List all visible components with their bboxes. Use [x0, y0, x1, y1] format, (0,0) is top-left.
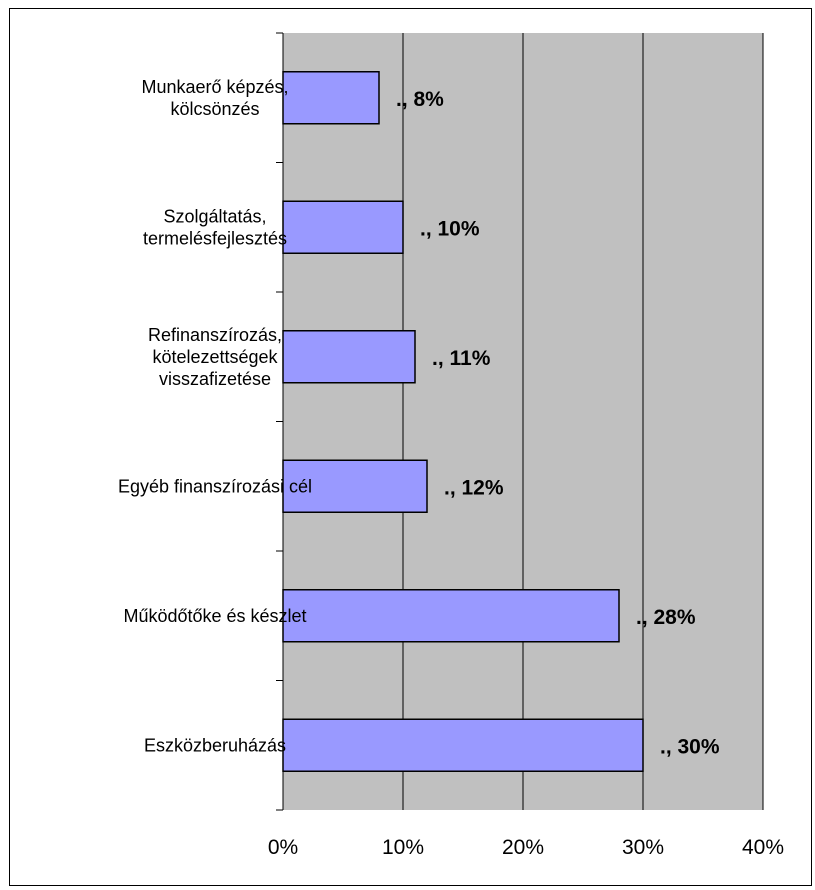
x-tick-label: 30%	[622, 836, 664, 859]
y-axis	[276, 32, 284, 811]
bar	[282, 589, 620, 643]
x-tick-label: 40%	[742, 836, 784, 859]
bars	[282, 71, 644, 772]
bar	[282, 200, 404, 254]
data-label: ., 8%	[396, 88, 444, 111]
data-label: ., 10%	[420, 217, 480, 240]
bar	[282, 718, 644, 772]
x-tick-label: 10%	[382, 836, 424, 859]
category-label: kölcsönzés	[170, 99, 259, 119]
category-label: Egyéb finanszírozási cél	[118, 476, 312, 496]
data-label: ., 12%	[444, 476, 504, 499]
gridlines	[402, 33, 764, 810]
category-label: Munkaerő képzés,	[141, 77, 288, 97]
x-tick-label: 20%	[502, 836, 544, 859]
data-label: ., 30%	[660, 735, 720, 758]
data-labels: ., 8% ., 10% ., 11% ., 12% ., 28% ., 30%	[396, 88, 720, 759]
category-label: Refinanszírozás,	[148, 325, 282, 345]
category-label: Szolgáltatás,	[163, 206, 266, 226]
data-label: ., 28%	[636, 606, 696, 629]
x-tick-label: 0%	[268, 836, 298, 859]
category-label: Eszközberuházás	[144, 735, 286, 755]
category-label: kötelezettségek	[152, 347, 278, 367]
x-axis: 0% 10% 20% 30% 40%	[268, 836, 784, 859]
data-label: ., 11%	[432, 347, 491, 370]
bar	[282, 459, 428, 513]
category-label: visszafizetése	[159, 369, 271, 389]
category-label: Működőtőke és készlet	[123, 606, 306, 626]
category-label: termelésfejlesztés	[143, 228, 287, 248]
category-labels: Munkaerő képzés,kölcsönzés Szolgáltatás,t…	[118, 77, 312, 756]
bar	[282, 71, 380, 125]
bar	[282, 330, 416, 384]
